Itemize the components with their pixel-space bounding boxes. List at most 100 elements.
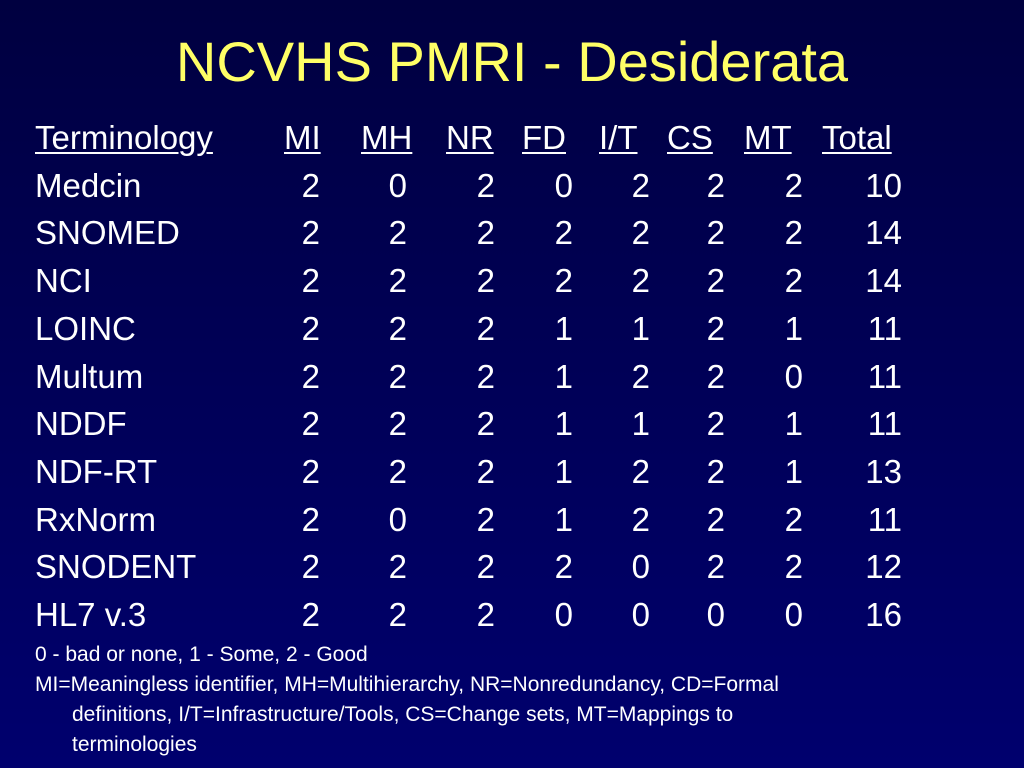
- legend-scale: 0 - bad or none, 1 - Some, 2 - Good: [35, 643, 368, 666]
- score-cell: 2: [784, 548, 803, 586]
- score-cell: 2: [554, 548, 573, 586]
- score-cell: 2: [476, 357, 495, 395]
- terminology-name: SNODENT: [35, 548, 197, 586]
- legend-abbreviations-line-3: terminologies: [72, 733, 197, 756]
- score-cell: 0: [554, 166, 573, 204]
- score-cell: 2: [476, 166, 495, 204]
- score-cell: 2: [388, 262, 407, 300]
- score-cell: 2: [388, 214, 407, 252]
- score-cell: 2: [476, 548, 495, 586]
- score-cell: 0: [554, 596, 573, 633]
- score-cell: 1: [631, 405, 650, 443]
- score-cell: 0: [631, 548, 650, 586]
- score-cell: 0: [388, 500, 407, 538]
- score-cell: 2: [388, 452, 407, 490]
- terminology-name: SNOMED: [35, 214, 180, 252]
- score-cell: 2: [706, 166, 725, 204]
- column-header: I/T: [599, 119, 638, 156]
- score-cell: 1: [554, 357, 573, 395]
- score-cell: 2: [706, 452, 725, 490]
- score-cell: 1: [554, 405, 573, 443]
- score-cell: 2: [388, 309, 407, 347]
- score-cell: 2: [476, 405, 495, 443]
- score-cell: 2: [631, 214, 650, 252]
- score-cell: 2: [388, 357, 407, 395]
- score-cell: 2: [301, 500, 320, 538]
- total-cell: 11: [867, 405, 902, 443]
- score-cell: 2: [631, 262, 650, 300]
- score-cell: 2: [476, 596, 495, 633]
- total-cell: 11: [867, 500, 902, 538]
- slide-title: NCVHS PMRI - Desiderata: [175, 30, 849, 93]
- column-header: MI: [284, 119, 321, 156]
- score-cell: 2: [631, 500, 650, 538]
- score-cell: 2: [301, 214, 320, 252]
- terminology-name: NDDF: [35, 405, 127, 443]
- score-cell: 1: [554, 309, 573, 347]
- score-cell: 0: [784, 357, 803, 395]
- score-cell: 0: [706, 596, 725, 633]
- score-cell: 2: [784, 500, 803, 538]
- terminology-name: Medcin: [35, 166, 142, 204]
- score-cell: 2: [706, 262, 725, 300]
- column-header: CS: [667, 119, 713, 156]
- total-cell: 10: [865, 166, 902, 204]
- total-cell: 11: [867, 357, 902, 395]
- score-cell: 2: [476, 500, 495, 538]
- score-cell: 0: [631, 596, 650, 633]
- score-cell: 2: [476, 309, 495, 347]
- column-header: Total: [822, 119, 892, 156]
- score-cell: 1: [554, 452, 573, 490]
- terminology-name: NDF-RT: [35, 452, 158, 490]
- total-cell: 14: [865, 262, 902, 300]
- score-cell: 1: [784, 452, 803, 490]
- score-cell: 2: [706, 214, 725, 252]
- score-cell: 2: [706, 357, 725, 395]
- score-cell: 2: [554, 214, 573, 252]
- score-cell: 2: [301, 548, 320, 586]
- score-cell: 2: [388, 405, 407, 443]
- score-cell: 2: [301, 405, 320, 443]
- score-cell: 2: [706, 405, 725, 443]
- score-cell: 2: [706, 500, 725, 538]
- score-cell: 2: [301, 596, 320, 633]
- score-cell: 2: [784, 262, 803, 300]
- score-cell: 2: [476, 262, 495, 300]
- score-cell: 2: [388, 548, 407, 586]
- score-cell: 2: [388, 596, 407, 633]
- terminology-name: Multum: [35, 357, 144, 395]
- score-cell: 2: [301, 309, 320, 347]
- column-header: MH: [361, 119, 413, 156]
- column-header: MT: [744, 119, 792, 156]
- column-header: Terminology: [35, 119, 213, 156]
- score-cell: 2: [631, 357, 650, 395]
- total-cell: 12: [865, 548, 902, 586]
- score-cell: 1: [784, 405, 803, 443]
- column-header: FD: [522, 119, 566, 156]
- score-cell: 2: [706, 548, 725, 586]
- score-cell: 2: [784, 166, 803, 204]
- terminology-name: NCI: [35, 262, 92, 300]
- score-cell: 2: [784, 214, 803, 252]
- total-cell: 16: [865, 596, 902, 633]
- legend-abbreviations-line-2: definitions, I/T=Infrastructure/Tools, C…: [72, 703, 734, 726]
- score-cell: 2: [706, 309, 725, 347]
- terminology-name: HL7 v.3: [35, 596, 147, 633]
- score-cell: 1: [554, 500, 573, 538]
- score-cell: 1: [784, 309, 803, 347]
- score-cell: 2: [301, 166, 320, 204]
- total-cell: 11: [867, 309, 902, 347]
- score-cell: 2: [476, 452, 495, 490]
- score-cell: 2: [631, 452, 650, 490]
- terminology-name: LOINC: [35, 309, 136, 347]
- column-header: NR: [446, 119, 494, 156]
- score-cell: 2: [476, 214, 495, 252]
- score-cell: 2: [631, 166, 650, 204]
- total-cell: 13: [865, 452, 902, 490]
- score-cell: 2: [301, 357, 320, 395]
- score-cell: 0: [388, 166, 407, 204]
- total-cell: 14: [865, 214, 902, 252]
- score-cell: 2: [301, 262, 320, 300]
- score-cell: 0: [784, 596, 803, 633]
